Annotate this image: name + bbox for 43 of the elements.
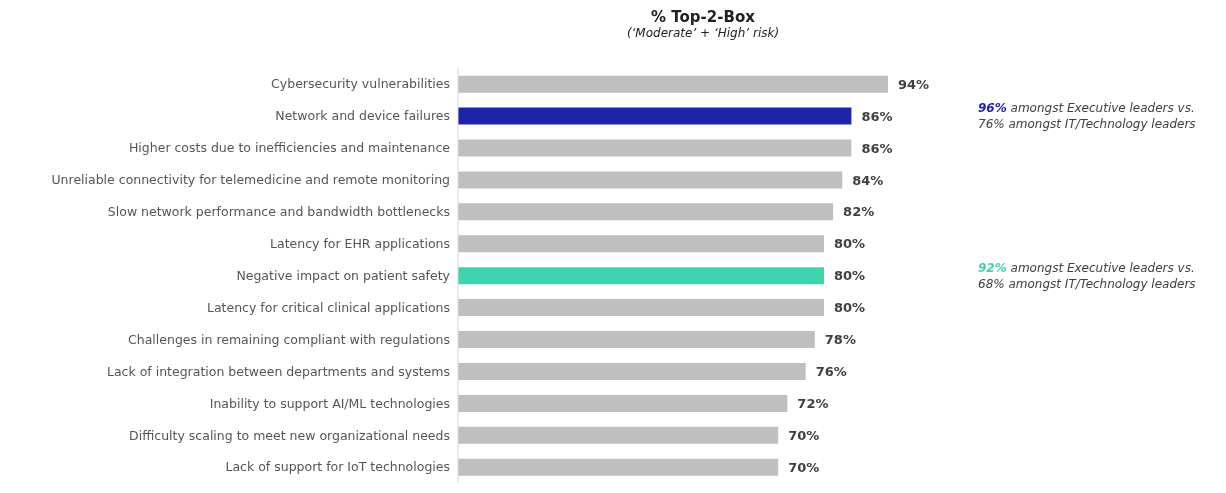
y-tick-label: Latency for critical clinical applications (206, 299, 450, 315)
bar (458, 107, 852, 125)
bar (458, 171, 843, 189)
bar (458, 458, 779, 476)
y-tick-label: Slow network performance and bandwidth bottlenecks (107, 204, 450, 220)
bar (458, 362, 806, 380)
y-tick-label: Challenges in remaining compliant with regulations (128, 331, 450, 347)
y-tick-label: Higher costs due to inefficiencies and maintenance (128, 140, 451, 156)
bar (458, 235, 824, 253)
data-label: 70% (788, 459, 820, 475)
bar (458, 299, 824, 317)
bar (458, 426, 779, 444)
data-label: 80% (833, 268, 866, 284)
data-label: 72% (797, 396, 829, 412)
data-label: 76% (815, 364, 847, 380)
bar (458, 267, 824, 285)
bar (458, 331, 815, 349)
chart-title: % Top-2-Box (650, 8, 756, 26)
data-label: 84% (852, 172, 884, 188)
bar (458, 139, 852, 157)
y-tick-label: Inability to support AI/ML technologies (209, 395, 450, 411)
chart-subtitle: (‘Moderate’ + ‘High’ risk) (625, 26, 781, 40)
data-label: 94% (898, 76, 930, 92)
text: 96% amongst Executive leaders vs. 76% amongst IT/Technology leaders (978, 99, 1197, 132)
data-label: 78% (824, 332, 856, 348)
y-tick-label: Latency for EHR applications (270, 236, 450, 252)
bar (458, 75, 888, 93)
y-tick-label: Negative impact on patient safety (236, 267, 451, 283)
data-label: 70% (788, 427, 820, 443)
y-tick-label: Unreliable connectivity for telemedicine and remote monitoring (51, 172, 450, 188)
y-tick-label: Network and device failures (275, 108, 450, 124)
text: 92% amongst Executive leaders vs. 68% amongst IT/Technology leaders (978, 259, 1197, 292)
bar (458, 394, 788, 412)
data-label: 80% (833, 236, 866, 252)
y-tick-label: Lack of integration between departments and systems (106, 363, 450, 379)
data-label: 82% (843, 204, 875, 220)
data-label: 86% (861, 108, 893, 124)
data-label: 80% (833, 300, 866, 316)
y-tick-label: Difficulty scaling to meet new organizational needs (129, 427, 450, 443)
data-label: 86% (861, 140, 893, 156)
bar (458, 203, 834, 221)
y-tick-label: Cybersecurity vulnerabilities (271, 76, 450, 92)
y-tick-label: Lack of support for IoT technologies (225, 459, 450, 475)
